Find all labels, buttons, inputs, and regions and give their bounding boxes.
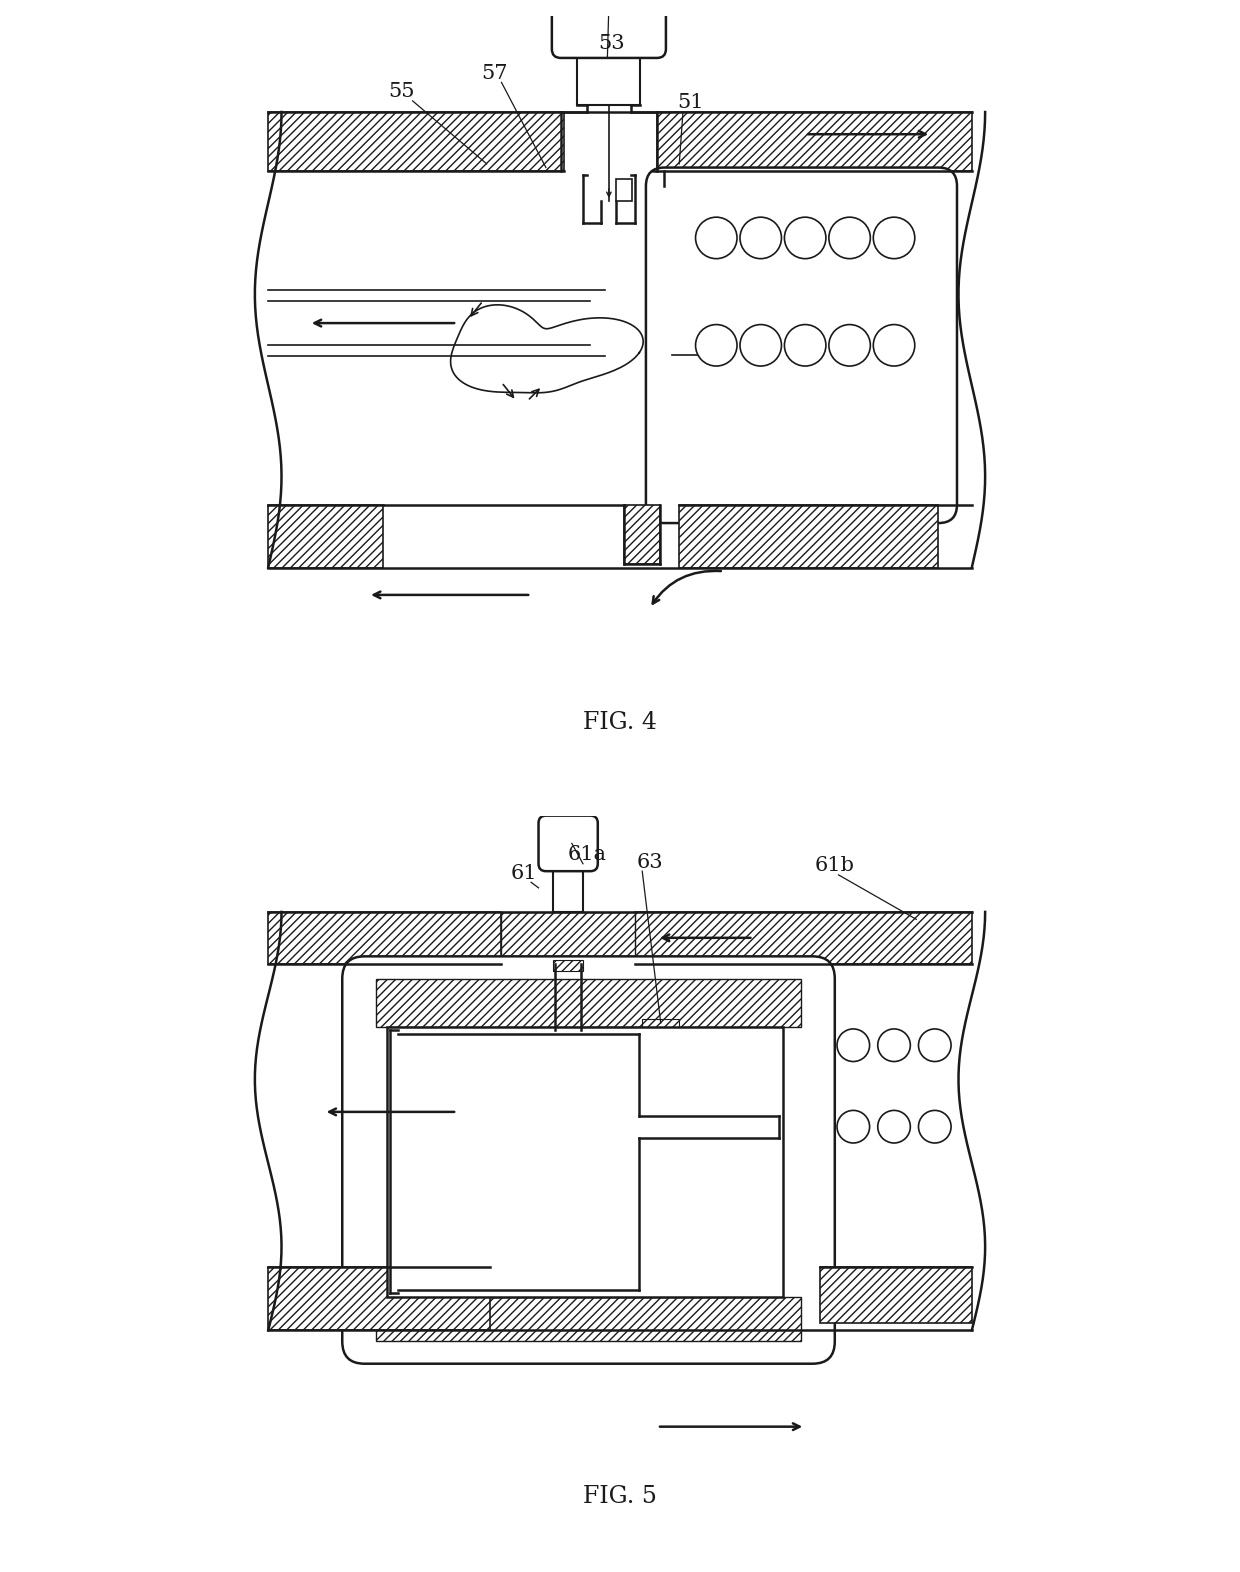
Circle shape [740, 324, 781, 366]
Circle shape [919, 1110, 951, 1143]
Circle shape [919, 1030, 951, 1061]
Text: 55: 55 [388, 82, 414, 101]
Bar [635, 912, 972, 964]
Text: 57: 57 [481, 64, 507, 83]
Bar [615, 179, 632, 201]
Circle shape [785, 217, 826, 259]
Circle shape [873, 217, 915, 259]
Text: FIG. 4: FIG. 4 [583, 711, 657, 734]
Bar [553, 960, 583, 971]
Bar [268, 505, 383, 567]
FancyBboxPatch shape [538, 816, 598, 871]
Text: FIG. 5: FIG. 5 [583, 1486, 657, 1508]
Bar [625, 505, 660, 564]
Bar [268, 112, 564, 171]
FancyBboxPatch shape [552, 0, 666, 58]
Circle shape [828, 217, 870, 259]
Bar [268, 1267, 490, 1330]
Circle shape [878, 1110, 910, 1143]
Bar [501, 912, 635, 964]
Circle shape [873, 324, 915, 366]
Circle shape [837, 1110, 869, 1143]
Circle shape [696, 324, 737, 366]
FancyBboxPatch shape [342, 956, 835, 1363]
Circle shape [828, 324, 870, 366]
Bar [680, 505, 939, 567]
Circle shape [740, 217, 781, 259]
Text: 53: 53 [598, 35, 625, 53]
Text: 51: 51 [677, 93, 703, 113]
Bar [553, 863, 583, 912]
Circle shape [837, 1030, 869, 1061]
Bar [376, 978, 801, 1027]
Bar [268, 912, 501, 964]
Text: 61: 61 [511, 863, 537, 883]
Bar [642, 1019, 680, 1034]
Text: 61a: 61a [567, 846, 606, 865]
Text: 63: 63 [636, 852, 663, 871]
Bar [578, 49, 640, 105]
FancyBboxPatch shape [646, 168, 957, 523]
Bar [657, 112, 972, 171]
Circle shape [696, 217, 737, 259]
Bar [387, 1027, 782, 1297]
Bar [820, 1267, 972, 1324]
Circle shape [878, 1030, 910, 1061]
Text: 61b: 61b [815, 857, 854, 876]
Circle shape [785, 324, 826, 366]
Bar [376, 1297, 801, 1341]
